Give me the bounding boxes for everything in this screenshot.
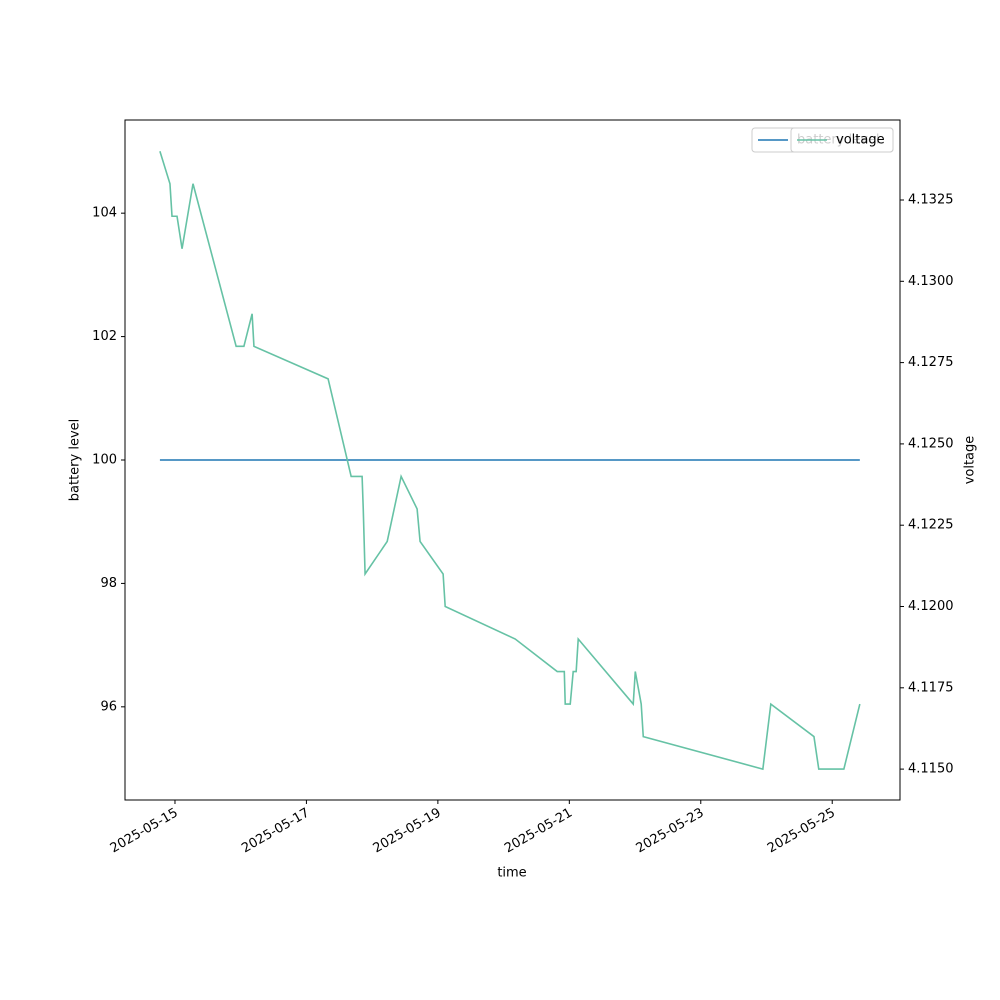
- y-tick-label: 104: [92, 206, 117, 221]
- x-tick-label: 2025-05-23: [634, 806, 707, 857]
- y2-tick-label: 4.1250: [908, 436, 954, 451]
- y2-tick-label: 4.1275: [908, 355, 954, 370]
- y-axis-label: battery level: [68, 419, 83, 502]
- x-tick-label: 2025-05-21: [502, 806, 575, 857]
- y-tick-label: 102: [92, 329, 117, 344]
- x-tick-label: 2025-05-15: [108, 806, 181, 857]
- y2-tick-label: 4.1175: [908, 680, 954, 695]
- y2-tick-label: 4.1325: [908, 193, 954, 208]
- y-tick-label: 96: [100, 699, 117, 714]
- y2-tick-label: 4.1225: [908, 518, 954, 533]
- legend-label: voltage: [836, 133, 885, 148]
- y2-axis-label: voltage: [963, 436, 978, 485]
- plot-frame: [124, 119, 901, 801]
- y2-tick-label: 4.1200: [908, 599, 954, 614]
- legend-box: [790, 127, 894, 153]
- y2-tick-label: 4.1300: [908, 274, 954, 289]
- series-line: [159, 150, 861, 771]
- y-tick-label: 98: [100, 576, 117, 591]
- x-tick-label: 2025-05-17: [239, 806, 312, 857]
- y-tick-label: 100: [92, 453, 117, 468]
- x-tick-label: 2025-05-25: [765, 806, 838, 857]
- y2-tick-label: 4.1150: [908, 762, 954, 777]
- x-tick-label: 2025-05-19: [371, 806, 444, 857]
- x-axis-label: time: [497, 866, 526, 881]
